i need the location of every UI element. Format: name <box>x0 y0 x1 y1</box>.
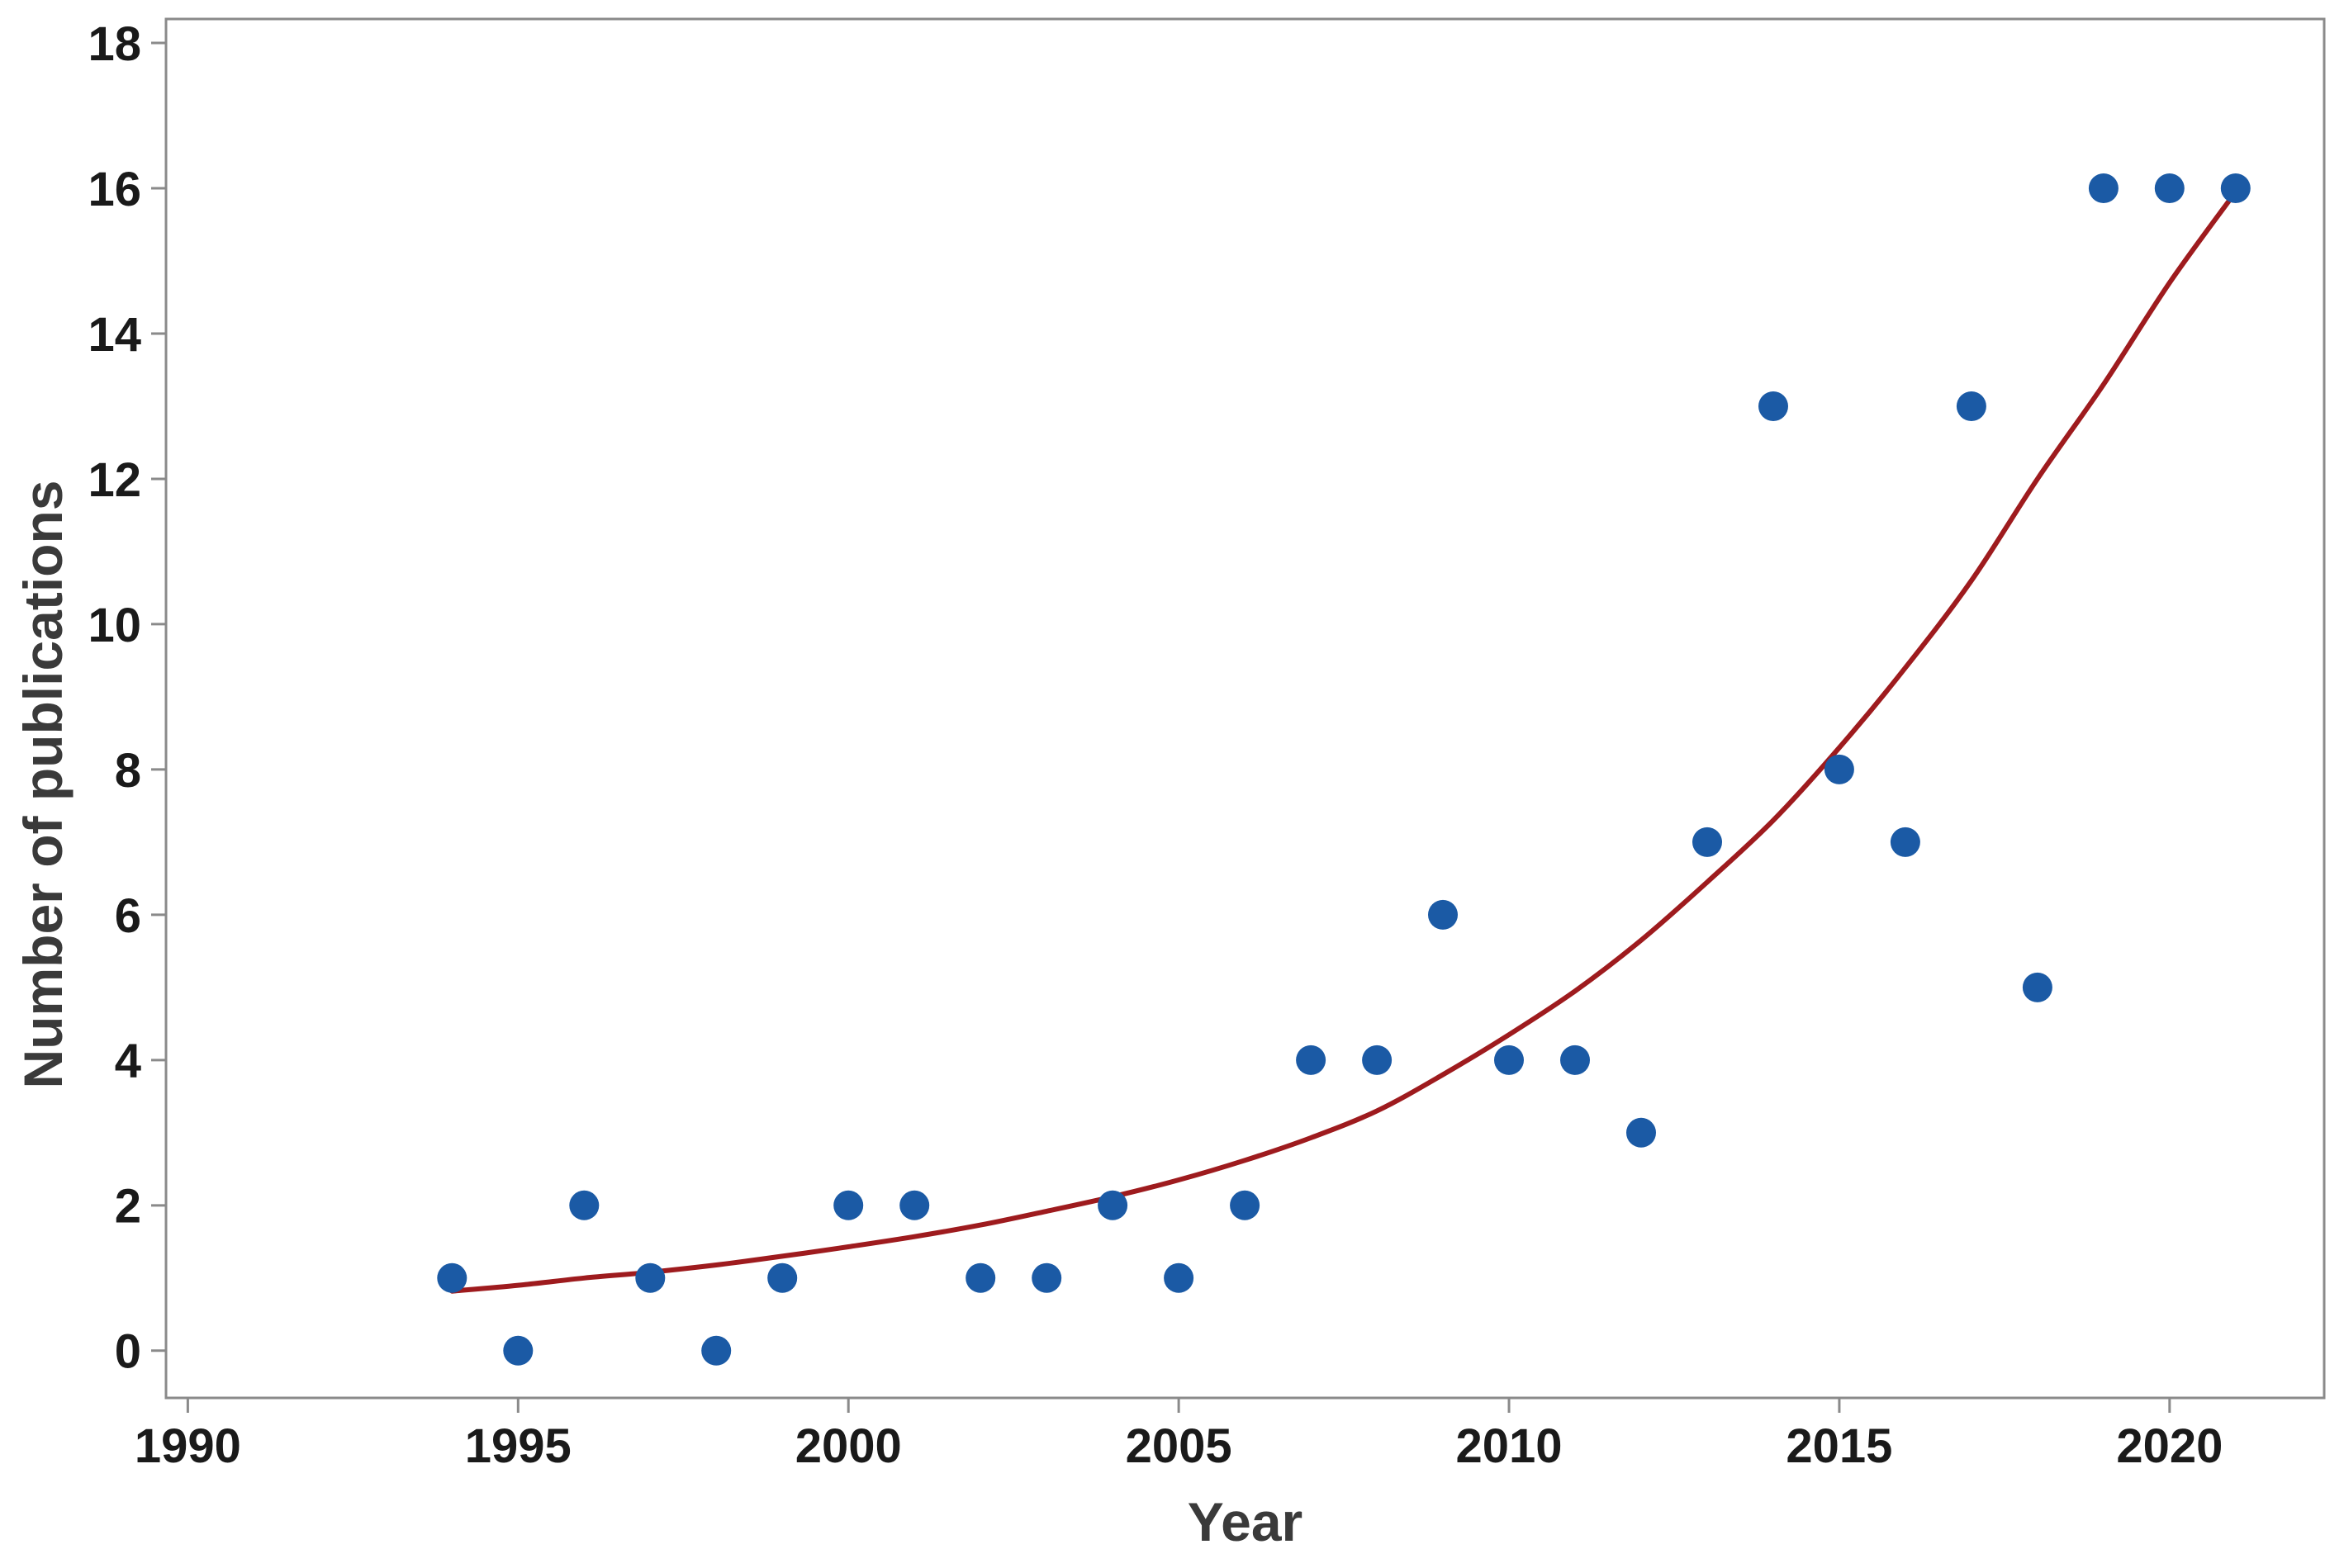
data-point <box>2088 173 2119 203</box>
data-point <box>2220 173 2251 203</box>
x-tick-label: 2015 <box>1786 1419 1892 1473</box>
data-point <box>1824 754 1854 784</box>
data-point <box>1692 827 1722 857</box>
x-tick-label: 2020 <box>2116 1419 2223 1473</box>
data-point <box>2154 173 2185 203</box>
plot-border <box>164 17 2326 1400</box>
y-tick-label: 8 <box>115 744 141 798</box>
data-point <box>1230 1190 1260 1220</box>
data-point <box>1758 391 1788 421</box>
data-point <box>966 1262 996 1293</box>
data-point <box>437 1262 467 1293</box>
data-point <box>503 1335 534 1366</box>
x-tick-label: 2010 <box>1456 1419 1563 1473</box>
x-axis-title: Year <box>1187 1491 1303 1552</box>
data-point <box>1494 1045 1524 1075</box>
data-point <box>1296 1045 1326 1075</box>
data-point <box>701 1335 732 1366</box>
data-point <box>1164 1262 1194 1293</box>
x-tick-label: 2000 <box>795 1419 902 1473</box>
y-tick-label: 6 <box>115 889 141 943</box>
x-tick-label: 1990 <box>135 1419 241 1473</box>
data-point <box>767 1262 798 1293</box>
y-tick-label: 0 <box>115 1325 141 1379</box>
data-point <box>1956 391 1986 421</box>
data-point <box>1362 1045 1393 1075</box>
data-point <box>1098 1190 1128 1220</box>
trend-line <box>449 189 2238 1294</box>
data-point <box>2022 972 2052 1002</box>
y-tick-label: 10 <box>88 599 141 652</box>
y-tick-label: 4 <box>115 1035 141 1088</box>
y-axis-title: Number of publications <box>12 480 74 1089</box>
data-point <box>1560 1045 1590 1075</box>
data-point <box>833 1190 864 1220</box>
data-point <box>899 1190 930 1220</box>
data-point <box>1626 1117 1656 1148</box>
y-tick-label: 14 <box>88 308 141 362</box>
y-tick-label: 2 <box>115 1180 141 1234</box>
data-point <box>1428 899 1458 930</box>
x-tick-label: 2005 <box>1126 1419 1232 1473</box>
data-point <box>569 1190 600 1220</box>
data-point <box>1890 827 1920 857</box>
y-tick-label: 18 <box>88 17 141 71</box>
data-point <box>635 1262 666 1293</box>
data-point <box>1032 1262 1062 1293</box>
x-tick-label: 1995 <box>465 1419 572 1473</box>
y-tick-label: 12 <box>88 453 141 507</box>
y-tick-label: 16 <box>88 163 141 216</box>
